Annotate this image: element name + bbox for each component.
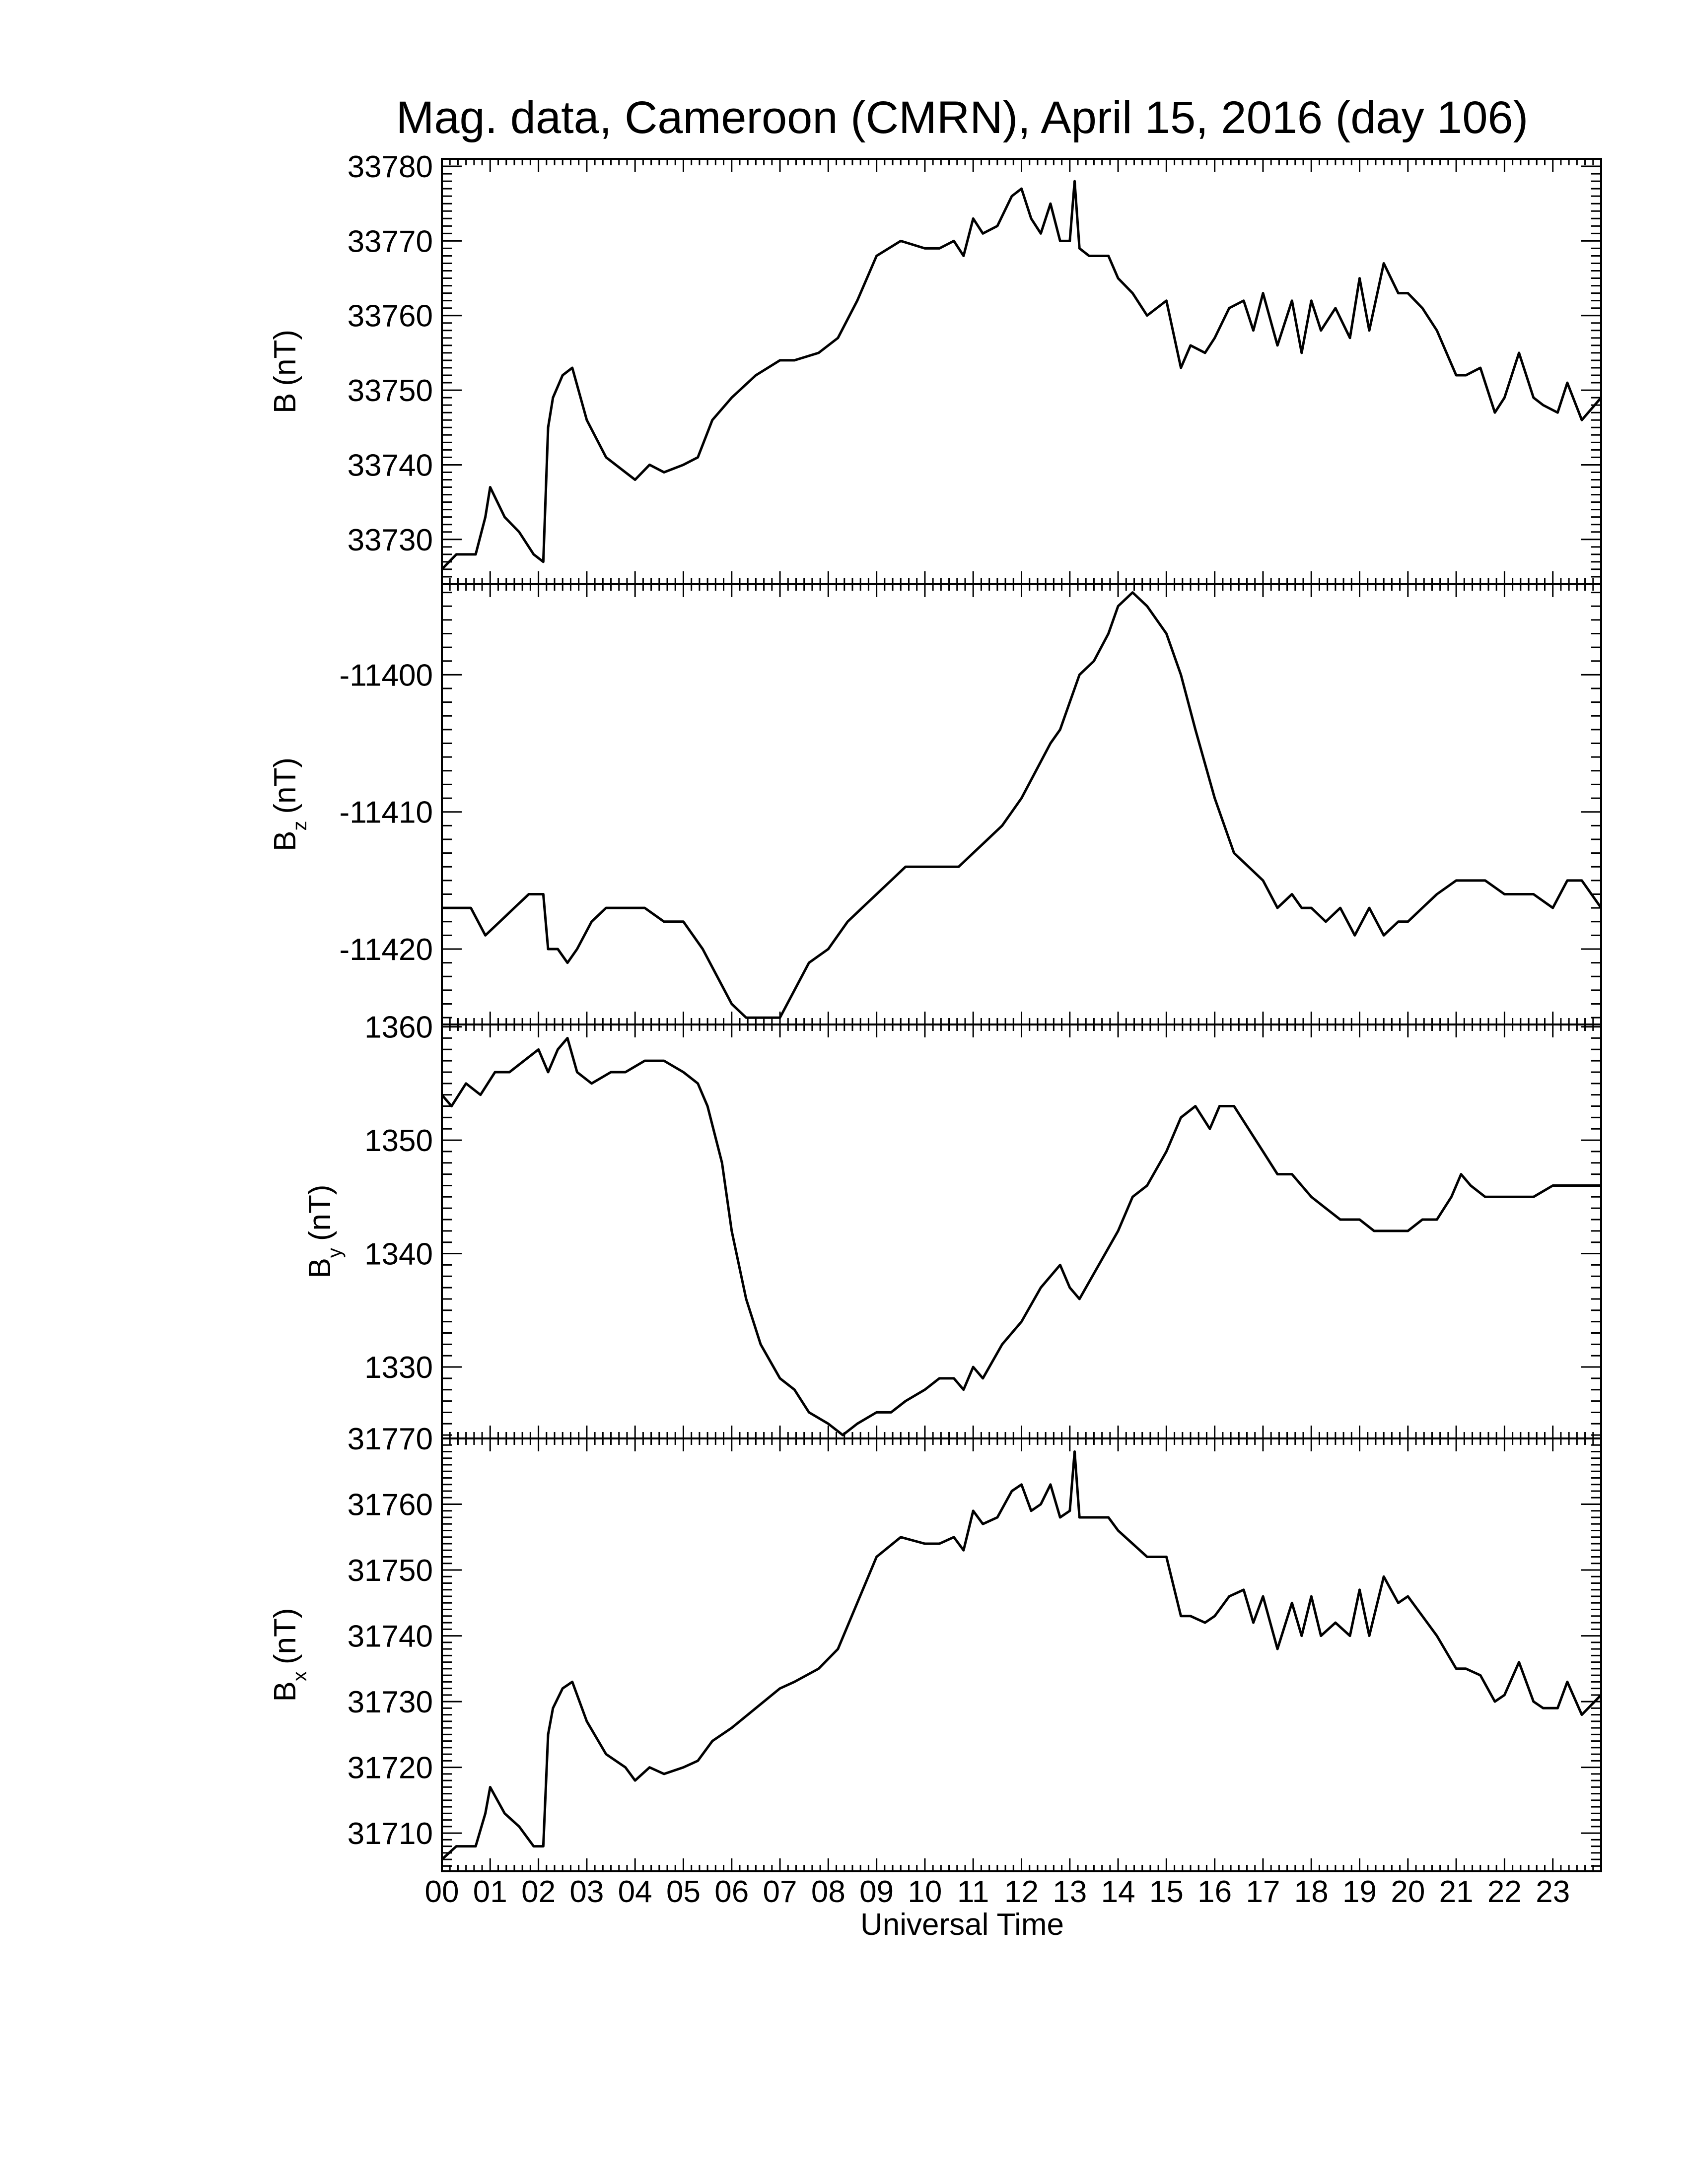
x-tick-label: 08 (811, 1875, 845, 1909)
y-tick-label: -11410 (340, 796, 433, 830)
y-tick-label: 1340 (364, 1237, 433, 1272)
y-axis-label: B(nT) (268, 330, 302, 413)
panel-frame (441, 583, 1602, 1025)
y-tick-label: 1350 (364, 1124, 433, 1158)
series-line-by (441, 1036, 1601, 1436)
x-tick-label: 04 (618, 1875, 652, 1909)
panel-frame (441, 1024, 1602, 1439)
x-tick-label: 18 (1294, 1875, 1329, 1909)
x-tick-label: 12 (1004, 1875, 1039, 1909)
chart-title: Mag. data, Cameroon (CMRN), April 15, 20… (396, 92, 1529, 143)
panel-bz: -11420 -11410 -11400 Bz(nT) (268, 583, 1603, 1025)
x-tick-label: 20 (1391, 1875, 1425, 1909)
x-tick-label: 03 (569, 1875, 604, 1909)
x-tick-label: 07 (763, 1875, 797, 1909)
x-tick-label: 10 (908, 1875, 942, 1909)
y-tick-label: 31710 (348, 1817, 433, 1851)
y-tick-label: 33730 (348, 523, 433, 557)
panel-by: 1330 1340 1350 1360 By(nT) (303, 1011, 1602, 1439)
x-tick-label: 13 (1053, 1875, 1087, 1909)
x-axis-label: Universal Time (860, 1908, 1064, 1942)
y-tick-label: 31720 (348, 1751, 433, 1785)
y-tick-label: -11420 (340, 933, 433, 967)
y-axis-label: By(nT) (303, 1184, 346, 1278)
panel-frame (441, 1437, 1602, 1872)
x-tick-label: 15 (1149, 1875, 1184, 1909)
x-tick-labels: 00 01 02 03 04 05 06 07 08 09 10 11 12 13 14 15 16 17 18 19… (425, 1875, 1570, 1909)
x-tick-label: 00 (425, 1875, 459, 1909)
y-tick-label: -11400 (340, 658, 433, 692)
y-tick-label: 31770 (348, 1422, 433, 1456)
y-axis-label: Bz(nT) (268, 757, 311, 851)
y-tick-label: 1330 (364, 1351, 433, 1385)
x-tick-label: 14 (1101, 1875, 1135, 1909)
x-tick-label: 21 (1439, 1875, 1474, 1909)
series-line-b (441, 180, 1602, 570)
y-tick-label: 31740 (348, 1620, 433, 1654)
y-tick-label: 31760 (348, 1488, 433, 1522)
x-tick-label: 01 (473, 1875, 507, 1909)
x-tick-label: 06 (714, 1875, 749, 1909)
y-tick-label: 1360 (364, 1011, 433, 1045)
x-tick-label: 02 (521, 1875, 556, 1909)
series-line-bx (441, 1450, 1602, 1860)
x-tick-label: 17 (1246, 1875, 1280, 1909)
y-tick-label: 33740 (348, 448, 433, 482)
y-tick-label: 33780 (348, 150, 433, 184)
y-tick-label: 31730 (348, 1685, 433, 1719)
series-line-bz (442, 591, 1603, 1019)
x-tick-label: 22 (1487, 1875, 1522, 1909)
x-tick-label: 23 (1536, 1875, 1570, 1909)
panel-bx: 31710 31720 31730 31740 31750 31760 31770 Bx(nT… (268, 1422, 1602, 1872)
x-tick-label: 11 (957, 1875, 989, 1909)
x-tick-label: 09 (859, 1875, 894, 1909)
x-tick-label: 16 (1197, 1875, 1232, 1909)
y-tick-label: 31750 (348, 1554, 433, 1588)
y-tick-label: 33770 (348, 224, 433, 259)
chart-panels: 33730 33740 33750 33760 33770 33780 B(nT) -1142… (268, 150, 1603, 1872)
y-tick-label: 33760 (348, 299, 433, 334)
panel-frame (441, 158, 1602, 585)
y-tick-label: 33750 (348, 374, 433, 408)
y-axis-label: Bx(nT) (268, 1608, 311, 1702)
x-tick-label: 05 (666, 1875, 701, 1909)
x-tick-label: 19 (1342, 1875, 1377, 1909)
panel-b: 33730 33740 33750 33760 33770 33780 B(nT) (268, 150, 1602, 585)
